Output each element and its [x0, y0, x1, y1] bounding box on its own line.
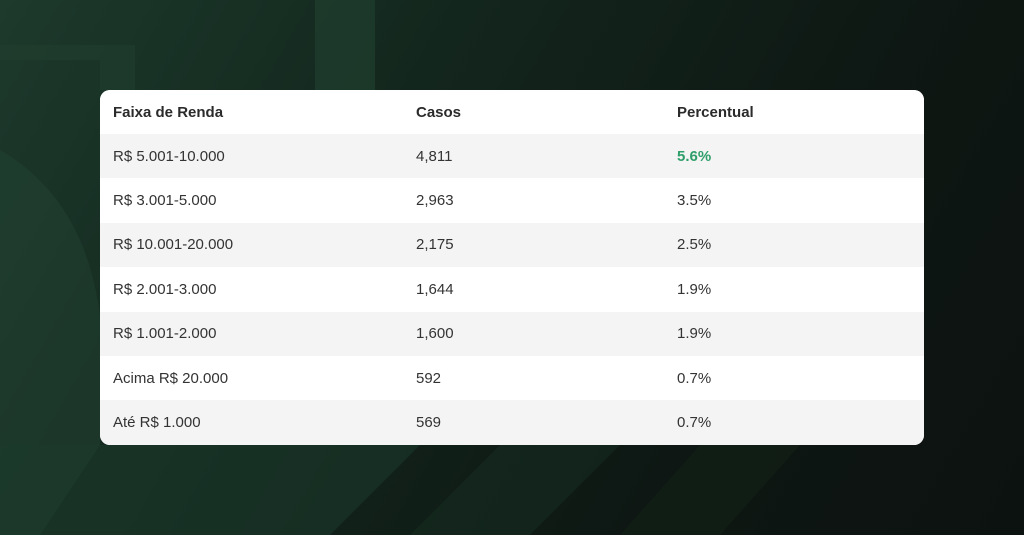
cell-faixa: Acima R$ 20.000 — [100, 355, 403, 401]
cell-casos: 1,600 — [403, 311, 664, 356]
income-range-table: Faixa de Renda Casos Percentual R$ 5.001… — [100, 90, 924, 445]
cell-faixa: R$ 1.001-2.000 — [100, 311, 403, 356]
cell-casos: 1,644 — [403, 267, 664, 312]
cell-percentual: 0.7% — [664, 400, 924, 445]
table-row: Acima R$ 20.000 592 0.7% — [100, 355, 924, 401]
income-table-card: Faixa de Renda Casos Percentual R$ 5.001… — [100, 90, 924, 445]
cell-percentual: 5.6% — [664, 134, 924, 179]
table-row: R$ 10.001-20.000 2,175 2.5% — [100, 222, 924, 268]
cell-casos: 569 — [403, 400, 664, 445]
column-header-casos: Casos — [403, 90, 664, 134]
cell-casos: 4,811 — [403, 134, 664, 179]
cell-percentual: 2.5% — [664, 222, 924, 268]
table-row: R$ 5.001-10.000 4,811 5.6% — [100, 134, 924, 179]
cell-faixa: Até R$ 1.000 — [100, 400, 403, 445]
cell-faixa: R$ 2.001-3.000 — [100, 267, 403, 312]
cell-percentual: 1.9% — [664, 267, 924, 312]
table-row: Até R$ 1.000 569 0.7% — [100, 400, 924, 445]
table-header-row: Faixa de Renda Casos Percentual — [100, 90, 924, 134]
cell-faixa: R$ 3.001-5.000 — [100, 178, 403, 223]
table-row: R$ 3.001-5.000 2,963 3.5% — [100, 178, 924, 223]
cell-percentual: 1.9% — [664, 311, 924, 356]
table-row: R$ 2.001-3.000 1,644 1.9% — [100, 267, 924, 312]
cell-casos: 592 — [403, 355, 664, 401]
column-header-percentual: Percentual — [664, 90, 924, 134]
cell-faixa: R$ 5.001-10.000 — [100, 134, 403, 179]
cell-percentual: 0.7% — [664, 355, 924, 401]
table-body: R$ 5.001-10.000 4,811 5.6% R$ 3.001-5.000 2,… — [100, 134, 924, 445]
cell-faixa: R$ 10.001-20.000 — [100, 222, 403, 268]
cell-percentual: 3.5% — [664, 178, 924, 223]
column-header-faixa: Faixa de Renda — [100, 90, 403, 134]
table-row: R$ 1.001-2.000 1,600 1.9% — [100, 311, 924, 356]
cell-casos: 2,175 — [403, 222, 664, 268]
cell-casos: 2,963 — [403, 178, 664, 223]
